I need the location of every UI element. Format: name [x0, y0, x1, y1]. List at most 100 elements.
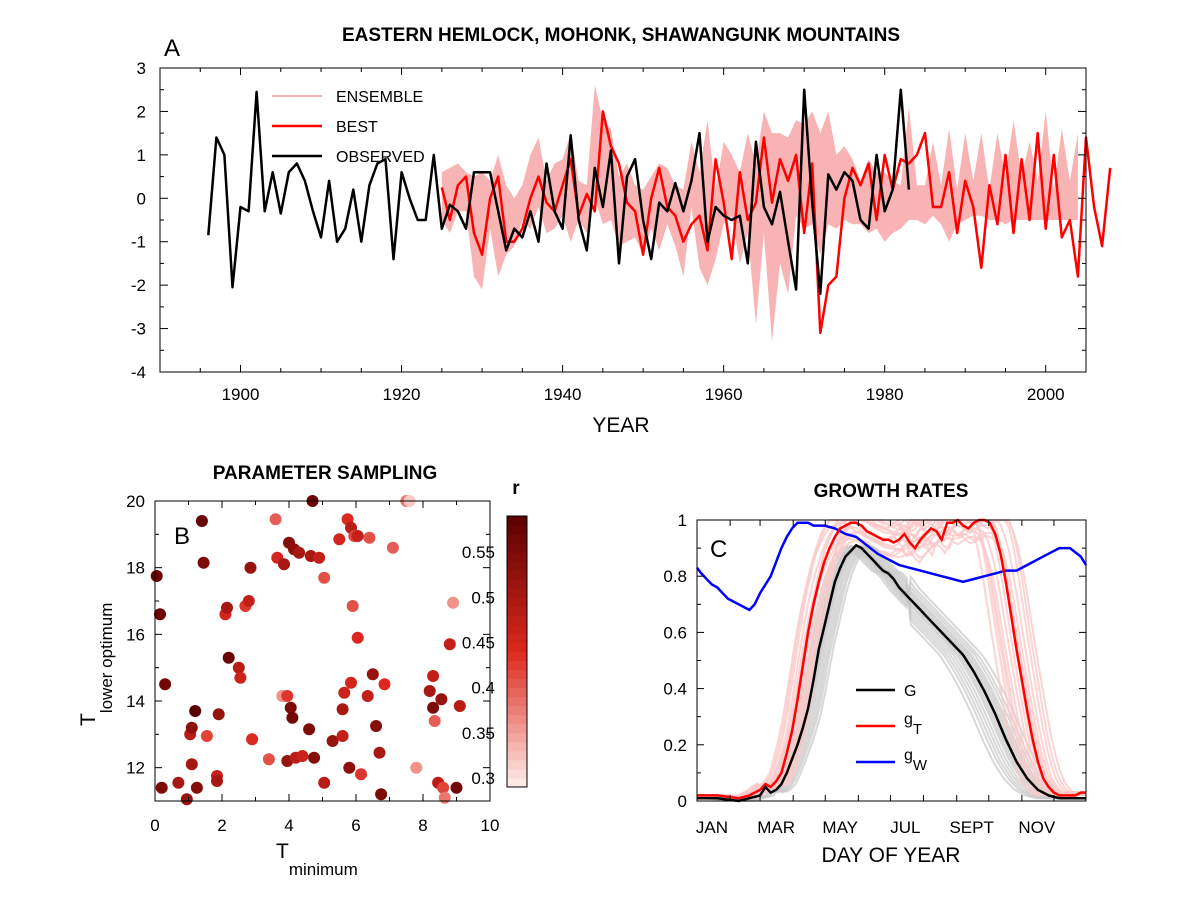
sample-point	[338, 686, 351, 699]
colorbar-segment	[507, 768, 527, 779]
sample-point	[284, 701, 297, 714]
sample-point	[336, 703, 349, 716]
colorbar-segment	[507, 669, 527, 680]
x-tick-label: 1980	[866, 385, 904, 404]
x-tick-label: 1940	[544, 385, 582, 404]
colorbar-segment	[507, 579, 527, 589]
panel-b-ylabel-main: T	[77, 713, 100, 726]
sample-point	[343, 761, 356, 774]
sample-point	[443, 638, 456, 651]
panel-b-frame	[154, 500, 491, 802]
colorbar-segment	[507, 705, 527, 716]
y-tick-label: -3	[131, 320, 146, 339]
sample-point	[386, 541, 399, 554]
sample-point	[438, 791, 451, 804]
gW-line	[696, 521, 1088, 612]
colorbar-segment	[507, 642, 527, 652]
sample-point	[211, 775, 223, 787]
y-tick-label: 14	[126, 692, 145, 711]
panel-b-ylabel-sub: lower optimum	[97, 603, 116, 714]
sample-point	[159, 678, 172, 691]
colorbar-segment	[507, 723, 527, 734]
sample-point	[378, 678, 391, 691]
sample-point	[345, 676, 357, 689]
sample-point	[221, 601, 233, 614]
sample-point	[308, 751, 321, 764]
sample-point	[190, 781, 203, 794]
colorbar-segment	[507, 696, 527, 707]
sample-point	[336, 730, 349, 742]
x-tick-label: 1960	[705, 385, 743, 404]
legend-label-main: g	[904, 747, 913, 764]
panel-a-xlabel: YEAR	[592, 414, 649, 437]
sample-point	[363, 531, 376, 544]
panel-c-xlabel: DAY OF YEAR	[822, 844, 961, 867]
x-tick-label: JAN	[696, 818, 728, 837]
y-tick-label: 16	[126, 625, 145, 644]
legend-ensemble-label: ENSEMBLE	[336, 89, 423, 106]
colorbar: 0.55 0.5 0.45 0.4 0.35 0.3	[462, 515, 528, 788]
sample-point	[286, 711, 299, 724]
sample-point	[222, 651, 235, 664]
legend-observed-label: OBSERVED	[336, 149, 425, 166]
ensemble-band	[441, 85, 1078, 342]
y-tick-label: -4	[131, 363, 146, 382]
ensemble-gT-line	[697, 531, 1087, 800]
y-tick-label: 0	[678, 792, 687, 811]
y-tick-label: 0.2	[663, 736, 687, 755]
y-tick-label: 12	[126, 759, 145, 778]
y-tick-label: -1	[131, 233, 146, 252]
panel-a-title: EASTERN HEMLOCK, MOHONK, SHAWANGUNK MOUN…	[342, 25, 900, 46]
legend-label-sub: W	[913, 757, 928, 774]
sample-point	[318, 776, 331, 789]
sample-point	[180, 793, 193, 806]
sample-point	[232, 661, 245, 674]
sample-point	[427, 670, 440, 682]
colorbar-tick-label: 0.3	[471, 769, 495, 788]
panel-b-title: PARAMETER SAMPLING	[213, 463, 437, 484]
colorbar-tick-label: 0.55	[462, 543, 495, 562]
y-tick-label: 0.4	[663, 680, 687, 699]
sample-point	[269, 513, 282, 526]
x-tick-label: SEPT	[949, 818, 993, 837]
colorbar-segment	[507, 624, 527, 634]
colorbar-segment	[507, 597, 527, 607]
colorbar-tick-label: 0.4	[471, 679, 495, 698]
panel-b: PARAMETER SAMPLING B 0 2 4 6 8 10 12 14 16 18 20 T…	[77, 463, 528, 879]
sample-point	[355, 768, 367, 781]
y-tick-label: 20	[126, 492, 145, 511]
sample-point	[262, 753, 275, 766]
panel-a-legend: ENSEMBLE BEST OBSERVED	[272, 89, 425, 166]
legend-label: gW	[904, 747, 928, 774]
sample-point	[373, 746, 386, 759]
legend-best-label: BEST	[336, 119, 378, 136]
sample-point	[244, 561, 257, 574]
sample-point	[447, 596, 460, 609]
colorbar-label: r	[512, 478, 520, 499]
colorbar-segment	[507, 714, 527, 725]
panel-a-lines	[207, 88, 1112, 335]
colorbar-segment	[507, 615, 527, 625]
colorbar-segment	[507, 552, 527, 562]
panel-b-label: B	[174, 523, 190, 550]
x-tick-label: NOV	[1018, 818, 1056, 837]
sample-point	[154, 608, 166, 621]
colorbar-segment	[507, 525, 527, 535]
x-tick-label: 10	[481, 816, 500, 835]
gT-line	[697, 518, 1086, 800]
colorbar-frame	[506, 515, 528, 788]
sample-point	[150, 570, 163, 582]
panel-b-xlabel-main: T	[276, 840, 289, 863]
y-tick-label: 0.8	[663, 567, 687, 586]
legend-label-main: G	[904, 683, 916, 700]
sample-point	[351, 530, 364, 542]
colorbar-segment	[507, 534, 527, 544]
observed-line	[207, 88, 911, 296]
sample-point	[410, 761, 423, 774]
sample-point	[185, 721, 198, 734]
sample-point	[427, 701, 440, 714]
sample-point	[435, 693, 448, 706]
colorbar-segment	[507, 633, 527, 643]
sample-point	[318, 571, 331, 584]
